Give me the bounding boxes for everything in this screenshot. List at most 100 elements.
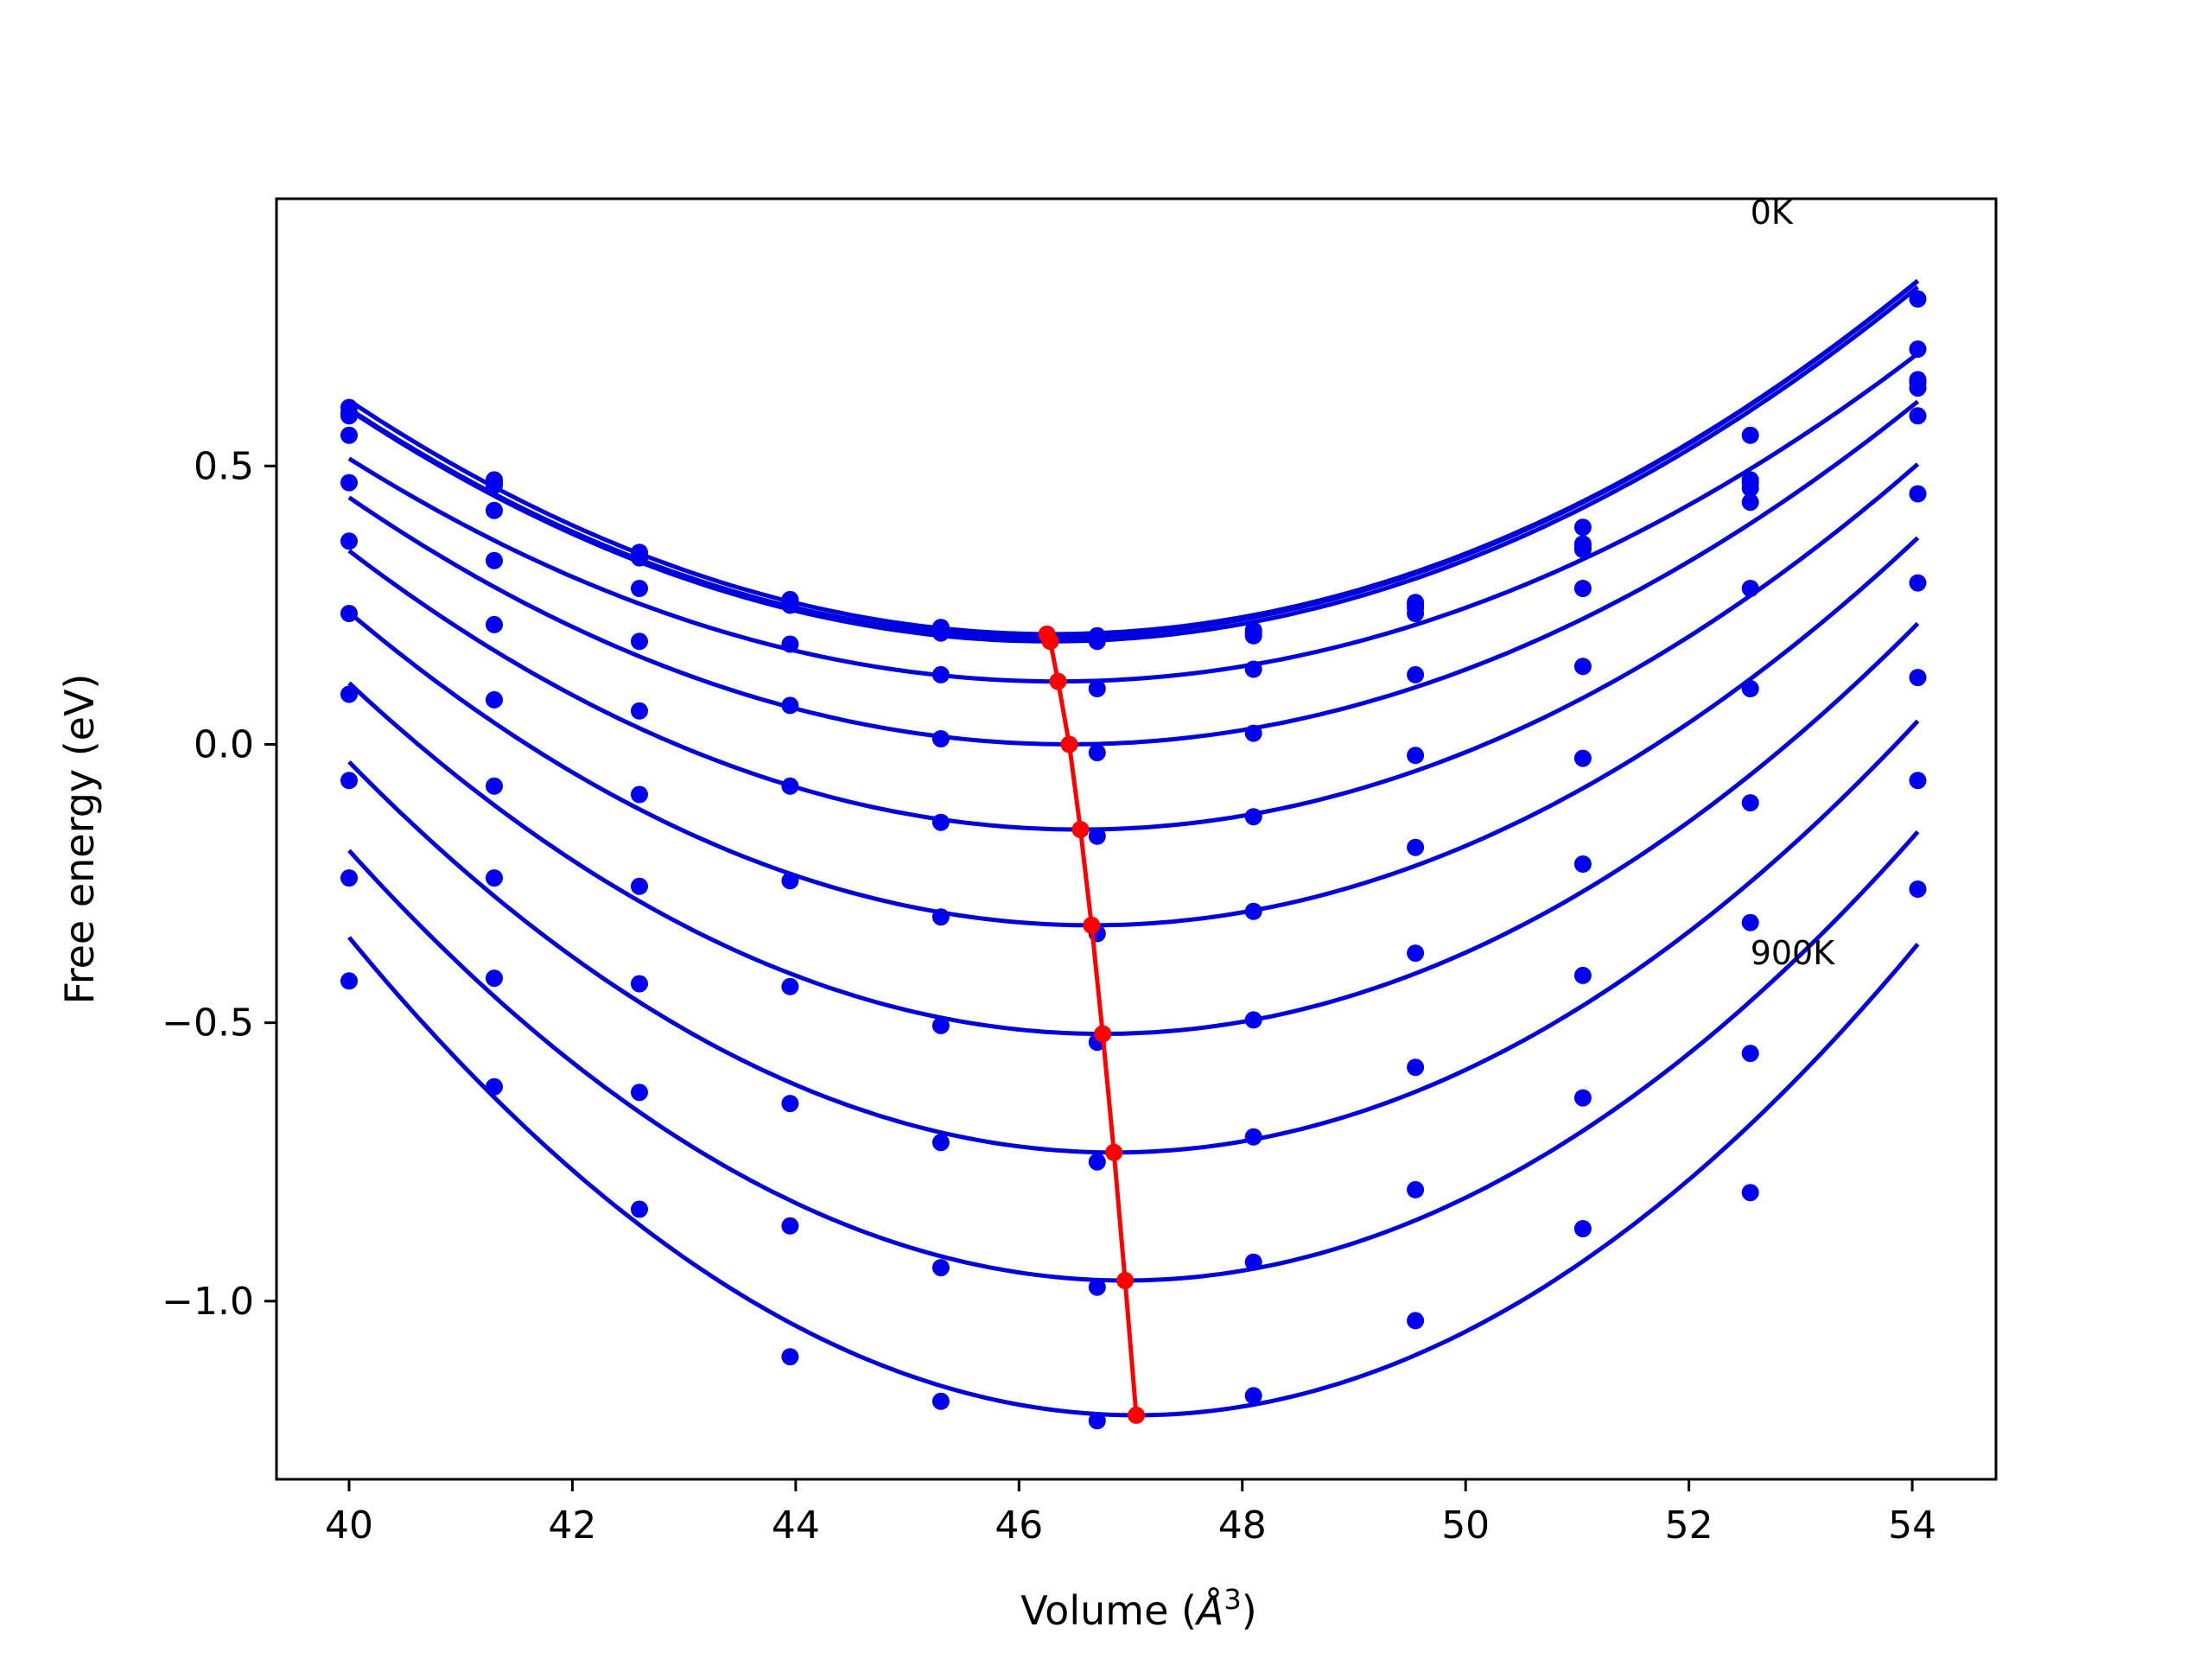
data-point-10-6 xyxy=(1244,1387,1262,1405)
plot-frame xyxy=(275,197,1998,1481)
data-point-2-2 xyxy=(631,549,648,567)
data-point-8-9 xyxy=(1741,913,1759,931)
data-point-3-1 xyxy=(486,501,503,519)
data-point-5-7 xyxy=(1407,747,1425,765)
data-point-4-8 xyxy=(1573,580,1592,597)
x-axis-label-close: ) xyxy=(1242,1587,1257,1634)
data-point-7-9 xyxy=(1741,794,1759,812)
data-point-5-0 xyxy=(340,532,358,550)
data-point-8-1 xyxy=(486,869,503,887)
data-point-10-2 xyxy=(631,1200,648,1218)
data-point-9-10 xyxy=(1909,772,1927,790)
data-point-6-10 xyxy=(1909,485,1927,503)
data-point-3-2 xyxy=(631,580,648,597)
data-point-8-3 xyxy=(781,1095,799,1113)
data-point-8-7 xyxy=(1407,1058,1425,1077)
data-point-5-10 xyxy=(1909,407,1927,425)
x-axis-label-unit: Å xyxy=(1194,1587,1224,1634)
fit-curve-7 xyxy=(347,621,1920,1036)
x-tick-label: 54 xyxy=(1888,1503,1936,1548)
data-point-2-0 xyxy=(340,407,358,425)
data-point-7-6 xyxy=(1244,1011,1262,1029)
data-point-7-0 xyxy=(340,685,358,703)
data-point-8-5 xyxy=(1088,1153,1106,1171)
data-point-6-2 xyxy=(631,785,648,804)
data-point-10-10 xyxy=(1909,880,1927,898)
annotation-0: 0K xyxy=(1751,194,1794,232)
data-point-2-10 xyxy=(1909,379,1927,397)
minimum-point-8 xyxy=(1116,1272,1135,1289)
minimum-point-3 xyxy=(1060,735,1078,753)
data-point-5-6 xyxy=(1244,808,1262,826)
data-point-2-1 xyxy=(486,476,503,494)
annotations: 0K 900K xyxy=(1751,194,1836,972)
data-point-6-8 xyxy=(1573,749,1592,767)
data-point-9-6 xyxy=(1244,1253,1262,1271)
data-point-7-2 xyxy=(631,877,648,895)
data-point-9-2 xyxy=(631,1084,648,1102)
x-tick-label: 42 xyxy=(548,1503,596,1548)
data-point-4-3 xyxy=(781,696,799,715)
data-point-5-8 xyxy=(1573,658,1592,676)
data-point-8-0 xyxy=(340,772,358,790)
x-tick-label: 48 xyxy=(1218,1503,1267,1548)
x-tick-label: 44 xyxy=(772,1503,820,1548)
data-point-3-4 xyxy=(931,665,950,683)
data-point-7-8 xyxy=(1573,855,1592,873)
minima-line xyxy=(1045,632,1139,1416)
data-point-4-9 xyxy=(1741,493,1759,512)
data-point-9-8 xyxy=(1573,1089,1592,1107)
data-point-3-0 xyxy=(340,426,358,444)
data-point-10-9 xyxy=(1741,1184,1759,1202)
minimum-point-5 xyxy=(1083,916,1101,934)
y-tick-label: −1.0 xyxy=(162,1280,254,1324)
data-point-3-5 xyxy=(1088,680,1106,697)
data-point-5-9 xyxy=(1741,580,1759,597)
data-point-4-1 xyxy=(486,551,503,569)
data-point-9-1 xyxy=(486,969,503,988)
fit-curve-2 xyxy=(347,285,1920,644)
data-point-6-0 xyxy=(340,605,358,622)
x-axis: 40 42 44 46 48 50 52 54 xyxy=(325,1479,1936,1548)
data-point-8-2 xyxy=(631,975,648,993)
y-tick-label: 0.5 xyxy=(194,444,254,488)
minimum-point-7 xyxy=(1105,1143,1123,1161)
data-point-9-7 xyxy=(1407,1180,1425,1198)
data-point-5-5 xyxy=(1088,827,1106,845)
data-point-2-9 xyxy=(1741,480,1759,498)
data-point-10-3 xyxy=(781,1348,799,1366)
data-point-9-3 xyxy=(781,1217,799,1235)
data-point-3-10 xyxy=(1909,290,1927,308)
data-point-9-9 xyxy=(1741,1045,1759,1063)
data-point-4-10 xyxy=(1909,340,1927,358)
plot-area xyxy=(340,278,1927,1430)
data-point-2-6 xyxy=(1244,626,1262,645)
minimum-point-6 xyxy=(1094,1025,1112,1043)
data-point-2-8 xyxy=(1573,540,1592,558)
fit-curve-5 xyxy=(347,462,1920,832)
fit-curve-4 xyxy=(347,399,1920,747)
data-point-7-4 xyxy=(931,1016,950,1034)
x-axis-label-text: Volume ( xyxy=(1020,1587,1197,1634)
data-point-10-4 xyxy=(931,1392,950,1410)
data-point-10-8 xyxy=(1573,1220,1592,1237)
data-point-9-0 xyxy=(340,869,358,887)
data-point-5-2 xyxy=(631,702,648,720)
data-point-4-4 xyxy=(931,730,950,747)
minimum-point-2 xyxy=(1049,672,1067,690)
data-point-2-4 xyxy=(931,624,950,642)
x-tick-label: 52 xyxy=(1665,1503,1713,1548)
data-point-5-4 xyxy=(931,813,950,831)
data-point-3-3 xyxy=(781,635,799,653)
fit-curve-3 xyxy=(347,352,1920,684)
data-point-7-1 xyxy=(486,777,503,795)
data-point-3-6 xyxy=(1244,660,1262,678)
data-point-10-0 xyxy=(340,972,358,990)
x-axis-label: Volume (Å3) xyxy=(1020,1583,1256,1634)
data-point-3-8 xyxy=(1573,518,1592,537)
data-point-4-0 xyxy=(340,474,358,492)
data-point-2-3 xyxy=(781,596,799,614)
x-tick-label: 50 xyxy=(1441,1503,1490,1548)
data-point-8-8 xyxy=(1573,966,1592,984)
minimum-point-9 xyxy=(1128,1406,1145,1424)
